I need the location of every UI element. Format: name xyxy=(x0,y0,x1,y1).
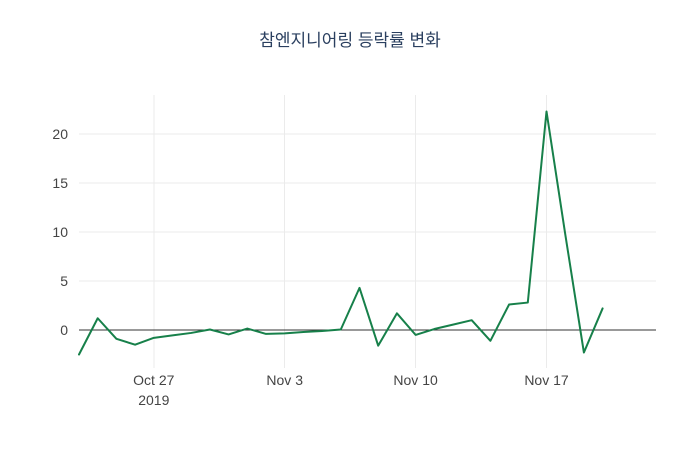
chart-title: 참엔지니어링 등락률 변화 xyxy=(259,31,441,50)
x-tick-label-3: Nov 17 xyxy=(524,372,569,388)
data-series-lines xyxy=(78,110,604,356)
vertical-gridlines xyxy=(153,95,547,368)
series-line-0 xyxy=(78,110,604,356)
y-tick-label-3: 15 xyxy=(52,175,68,191)
y-tick-label-0: 0 xyxy=(60,322,68,338)
x-tick-label-1: Nov 3 xyxy=(266,372,303,388)
horizontal-gridlines xyxy=(79,133,656,282)
x-axis-tick-labels: Oct 27 2019 Nov 3 Nov 10 Nov 17 xyxy=(133,372,569,408)
x-tick-label-2: Nov 10 xyxy=(393,372,438,388)
x-tick-label-0: Oct 27 xyxy=(133,372,174,388)
x-tick-label-0-year: 2019 xyxy=(138,392,169,408)
y-tick-label-4: 20 xyxy=(52,126,68,142)
y-axis-tick-labels: 0 5 10 15 20 xyxy=(52,126,68,338)
y-tick-label-1: 5 xyxy=(60,273,68,289)
y-tick-label-2: 10 xyxy=(52,224,68,240)
